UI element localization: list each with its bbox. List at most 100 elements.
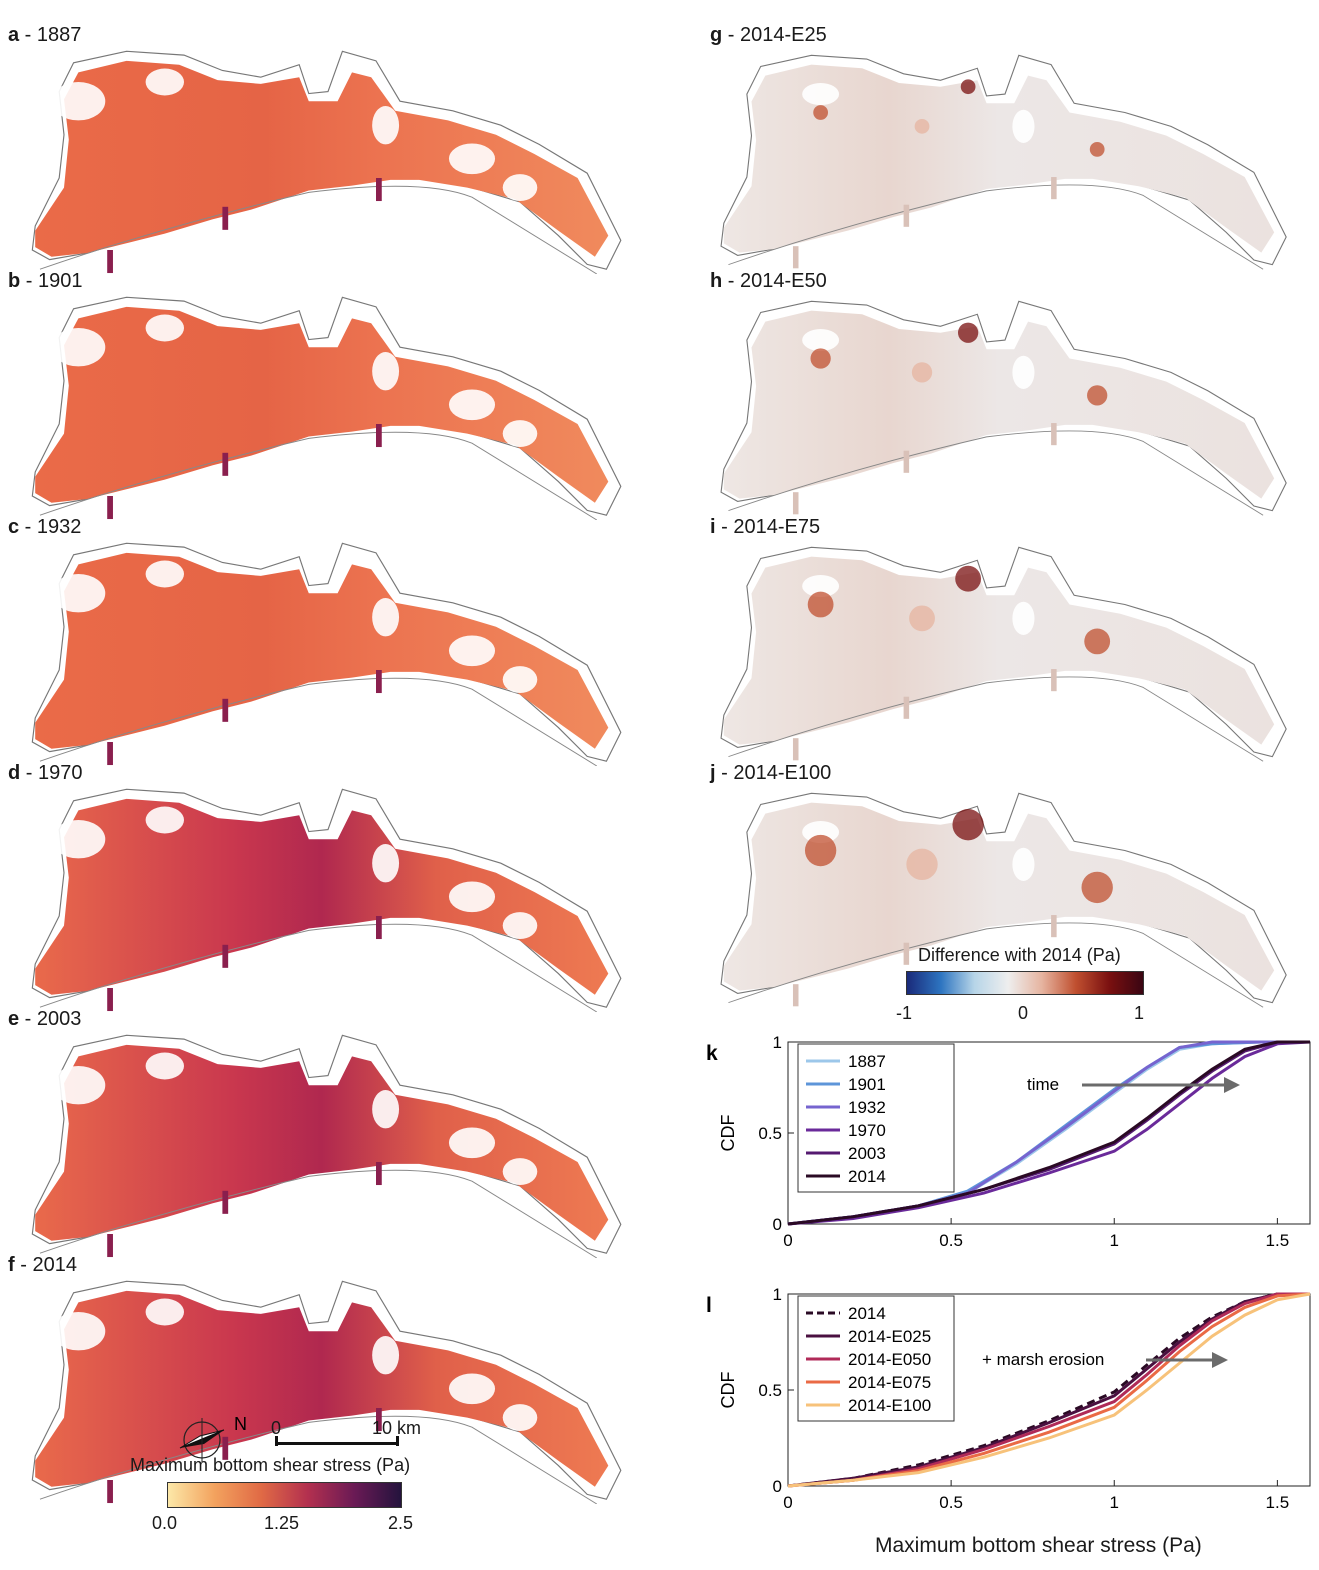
panel-separator: -: [715, 516, 734, 538]
shared-x-axis-label: Maximum bottom shear stress (Pa): [875, 1534, 1202, 1557]
y-tick-label: 0.5: [758, 1381, 782, 1400]
panel-scenario-name: 1887: [36, 24, 82, 46]
scale-tick-0: 0: [271, 1418, 282, 1438]
diff-lagoon-fill: [723, 310, 1275, 499]
panel-label-i: i - 2014-E75: [710, 516, 820, 539]
y-tick-label: 0.5: [758, 1124, 782, 1143]
panel-letter: g: [710, 24, 723, 46]
diff-colorbar-title: Difference with 2014 (Pa): [918, 945, 1121, 965]
legend-label-2014: 2014: [848, 1167, 886, 1186]
stress-colorbar-gradient: [167, 1482, 402, 1508]
series-line-2014: [787, 1040, 1310, 1226]
stress-map-4: [31, 1034, 622, 1258]
panel-label-g: g - 2014-E25: [710, 24, 827, 47]
legend-label-2014-E025: 2014-E025: [848, 1327, 931, 1346]
y-tick-label: 0: [773, 1477, 782, 1496]
panel-label-h: h - 2014-E50: [710, 270, 827, 293]
diff-colorbar: Difference with 2014 (Pa) -1 0 1: [890, 945, 1160, 1030]
panel-separator: -: [715, 762, 734, 784]
series-line-2014-E050: [787, 1292, 1310, 1488]
x-tick-label: 1: [1110, 1493, 1119, 1512]
stress-tick-mid: 1.25: [264, 1513, 300, 1533]
stress-lagoon-fill: [35, 1290, 609, 1487]
diff-panel-h: h - 2014-E50: [710, 270, 1300, 520]
stress-lagoon-fill: [35, 60, 609, 257]
panel-scenario-name: 1932: [36, 516, 82, 538]
stress-panel-f: f - 2014: [8, 1254, 648, 1504]
arrow-right-icon: [1224, 1077, 1240, 1093]
diff-map-1: [720, 300, 1287, 516]
arrow-right-icon: [1212, 1352, 1228, 1368]
stress-panel-d: d - 1970: [8, 762, 648, 1012]
panel-letter: i: [710, 516, 716, 538]
panel-scenario-name: 2003: [36, 1008, 82, 1030]
panel-letter: b: [8, 270, 21, 292]
x-tick-label: 0.5: [939, 1493, 963, 1512]
panel-letter: f: [8, 1254, 15, 1276]
chart-panel-letter: k: [706, 1042, 718, 1065]
scale-bar: 0 10 km: [268, 1418, 428, 1458]
diff-lagoon-fill: [723, 64, 1275, 253]
panel-letter: d: [8, 762, 21, 784]
stress-tick-min: 0.0: [152, 1513, 178, 1533]
cdf-chart-erosion: 0 0.5 1 1.5 0 0.5 1 l CDF 2014 2014-E025 2014-E050 2…: [706, 1285, 1311, 1512]
panel-separator: -: [19, 1008, 37, 1030]
x-tick-label: 0: [783, 1493, 792, 1512]
x-tick-label: 0.5: [939, 1231, 963, 1250]
panel-label-a: a - 1887: [8, 24, 81, 47]
diff-colorbar-gradient: [906, 971, 1144, 995]
stress-lagoon-fill: [35, 1044, 609, 1241]
legend-label-2014: 2014: [848, 1304, 886, 1323]
series-line-2014-E075: [787, 1292, 1311, 1488]
stress-colorbar-title: Maximum bottom shear stress (Pa): [130, 1455, 411, 1475]
stress-tick-max: 2.5: [388, 1513, 414, 1533]
diff-tick-max: 1: [1134, 1003, 1145, 1023]
stress-colorbar: Maximum bottom shear stress (Pa) 0.0 1.2…: [130, 1455, 430, 1565]
scale-line: [276, 1442, 398, 1445]
north-arrow: N: [179, 1414, 247, 1462]
y-tick-label: 1: [773, 1033, 782, 1052]
diff-tick-mid: 0: [1018, 1003, 1029, 1023]
panel-label-f: f - 2014: [8, 1254, 77, 1277]
panel-letter: j: [710, 762, 716, 784]
panel-label-c: c - 1932: [8, 516, 81, 539]
stress-map-0: [31, 50, 622, 274]
legend-label-1932: 1932: [848, 1098, 886, 1117]
stress-panel-a: a - 1887: [8, 24, 648, 274]
legend-label-1887: 1887: [848, 1052, 886, 1071]
panel-separator: -: [19, 516, 37, 538]
panel-label-j: j - 2014-E100: [710, 762, 831, 785]
panel-letter: c: [8, 516, 20, 538]
panel-scenario-name: 1970: [38, 762, 83, 784]
series-line-2014: [787, 1292, 1310, 1488]
panel-separator: -: [14, 1254, 33, 1276]
diff-panel-g: g - 2014-E25: [710, 24, 1300, 274]
diff-lagoon-fill: [723, 802, 1275, 991]
stress-lagoon-fill: [35, 798, 609, 995]
scale-tick-10km: 10 km: [372, 1418, 422, 1438]
series-line-1970: [787, 1040, 1311, 1226]
diff-map-0: [720, 54, 1287, 270]
stress-panel-b: b - 1901: [8, 270, 648, 520]
north-label: N: [234, 1414, 247, 1434]
chart-annotation: time: [1027, 1075, 1059, 1094]
diff-panel-j: j - 2014-E100: [710, 762, 1300, 1012]
chart-panel-letter: l: [706, 1294, 712, 1317]
legend-label-2014-E050: 2014-E050: [848, 1350, 931, 1369]
series-line-2014-E025: [787, 1292, 1310, 1488]
panel-scenario-name: 2014: [32, 1254, 77, 1276]
stress-map-3: [31, 788, 622, 1012]
y-axis-label: CDF: [718, 1372, 738, 1409]
series-line-2014-E100: [787, 1292, 1311, 1488]
diff-map-2: [720, 546, 1287, 762]
panel-scenario-name: 2014-E25: [740, 24, 827, 46]
y-tick-label: 0: [773, 1215, 782, 1234]
panel-label-d: d - 1970: [8, 762, 83, 785]
stress-panel-c: c - 1932: [8, 516, 648, 766]
legend-label-1901: 1901: [848, 1075, 886, 1094]
panel-separator: -: [722, 270, 740, 292]
panel-scenario-name: 2014-E100: [733, 762, 832, 784]
panel-separator: -: [19, 24, 37, 46]
diff-lagoon-fill: [723, 556, 1275, 745]
stress-map-1: [31, 296, 622, 520]
